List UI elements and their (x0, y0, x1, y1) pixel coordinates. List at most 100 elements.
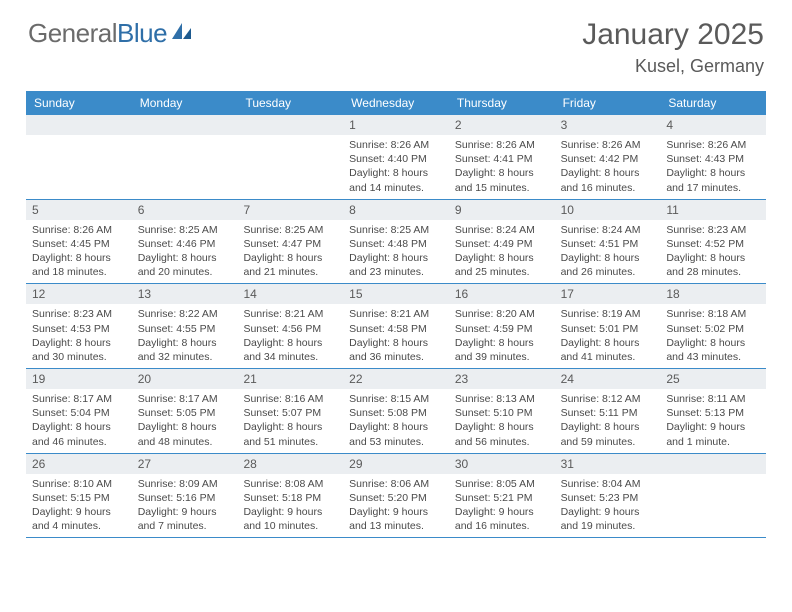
day-info: Sunrise: 8:17 AMSunset: 5:04 PMDaylight:… (26, 389, 132, 453)
sunset-line: Sunset: 5:15 PM (32, 491, 126, 505)
sunrise-line: Sunrise: 8:17 AM (32, 392, 126, 406)
day-number: 20 (132, 369, 238, 389)
calendar-week-row: 1Sunrise: 8:26 AMSunset: 4:40 PMDaylight… (26, 115, 766, 200)
sunrise-line: Sunrise: 8:12 AM (561, 392, 655, 406)
sunset-line: Sunset: 4:45 PM (32, 237, 126, 251)
sunset-line: Sunset: 4:53 PM (32, 322, 126, 336)
calendar-day-cell (237, 115, 343, 199)
calendar-week-row: 19Sunrise: 8:17 AMSunset: 5:04 PMDayligh… (26, 369, 766, 454)
daylight-line: Daylight: 8 hours and 28 minutes. (666, 251, 760, 279)
day-number: 28 (237, 454, 343, 474)
daylight-line: Daylight: 8 hours and 21 minutes. (243, 251, 337, 279)
calendar-day-cell: 26Sunrise: 8:10 AMSunset: 5:15 PMDayligh… (26, 454, 132, 538)
day-info: Sunrise: 8:24 AMSunset: 4:51 PMDaylight:… (555, 220, 661, 284)
sunset-line: Sunset: 5:04 PM (32, 406, 126, 420)
sunset-line: Sunset: 4:49 PM (455, 237, 549, 251)
day-number: 27 (132, 454, 238, 474)
day-info: Sunrise: 8:21 AMSunset: 4:58 PMDaylight:… (343, 304, 449, 368)
sunrise-line: Sunrise: 8:25 AM (138, 223, 232, 237)
calendar-day-cell (132, 115, 238, 199)
sunset-line: Sunset: 5:05 PM (138, 406, 232, 420)
day-number: 23 (449, 369, 555, 389)
day-info: Sunrise: 8:26 AMSunset: 4:43 PMDaylight:… (660, 135, 766, 199)
day-number: 17 (555, 284, 661, 304)
day-info: Sunrise: 8:23 AMSunset: 4:52 PMDaylight:… (660, 220, 766, 284)
day-info: Sunrise: 8:21 AMSunset: 4:56 PMDaylight:… (237, 304, 343, 368)
daylight-line: Daylight: 8 hours and 23 minutes. (349, 251, 443, 279)
sunrise-line: Sunrise: 8:26 AM (666, 138, 760, 152)
sunset-line: Sunset: 4:52 PM (666, 237, 760, 251)
sunrise-line: Sunrise: 8:26 AM (32, 223, 126, 237)
weekday-header-cell: Monday (132, 91, 238, 115)
sunrise-line: Sunrise: 8:24 AM (455, 223, 549, 237)
daylight-line: Daylight: 9 hours and 10 minutes. (243, 505, 337, 533)
sunset-line: Sunset: 5:21 PM (455, 491, 549, 505)
day-number: 30 (449, 454, 555, 474)
day-info: Sunrise: 8:19 AMSunset: 5:01 PMDaylight:… (555, 304, 661, 368)
calendar-day-cell: 20Sunrise: 8:17 AMSunset: 5:05 PMDayligh… (132, 369, 238, 453)
daylight-line: Daylight: 8 hours and 59 minutes. (561, 420, 655, 448)
day-number: 1 (343, 115, 449, 135)
daylight-line: Daylight: 9 hours and 4 minutes. (32, 505, 126, 533)
sunset-line: Sunset: 5:23 PM (561, 491, 655, 505)
day-number: 29 (343, 454, 449, 474)
calendar-day-cell: 11Sunrise: 8:23 AMSunset: 4:52 PMDayligh… (660, 200, 766, 284)
day-info: Sunrise: 8:26 AMSunset: 4:41 PMDaylight:… (449, 135, 555, 199)
daylight-line: Daylight: 8 hours and 16 minutes. (561, 166, 655, 194)
day-number: 2 (449, 115, 555, 135)
day-info: Sunrise: 8:18 AMSunset: 5:02 PMDaylight:… (660, 304, 766, 368)
day-number: 22 (343, 369, 449, 389)
sunset-line: Sunset: 4:43 PM (666, 152, 760, 166)
sunset-line: Sunset: 4:42 PM (561, 152, 655, 166)
day-info: Sunrise: 8:26 AMSunset: 4:40 PMDaylight:… (343, 135, 449, 199)
calendar-day-cell: 13Sunrise: 8:22 AMSunset: 4:55 PMDayligh… (132, 284, 238, 368)
day-number: 11 (660, 200, 766, 220)
calendar-day-cell: 2Sunrise: 8:26 AMSunset: 4:41 PMDaylight… (449, 115, 555, 199)
sunrise-line: Sunrise: 8:25 AM (243, 223, 337, 237)
logo: GeneralBlue (28, 18, 193, 49)
sunrise-line: Sunrise: 8:26 AM (455, 138, 549, 152)
day-info: Sunrise: 8:10 AMSunset: 5:15 PMDaylight:… (26, 474, 132, 538)
daylight-line: Daylight: 8 hours and 46 minutes. (32, 420, 126, 448)
calendar-day-cell: 3Sunrise: 8:26 AMSunset: 4:42 PMDaylight… (555, 115, 661, 199)
day-number: 10 (555, 200, 661, 220)
day-info: Sunrise: 8:09 AMSunset: 5:16 PMDaylight:… (132, 474, 238, 538)
weekday-header-cell: Saturday (660, 91, 766, 115)
daylight-line: Daylight: 9 hours and 1 minute. (666, 420, 760, 448)
sunrise-line: Sunrise: 8:19 AM (561, 307, 655, 321)
daylight-line: Daylight: 8 hours and 26 minutes. (561, 251, 655, 279)
day-info: Sunrise: 8:20 AMSunset: 4:59 PMDaylight:… (449, 304, 555, 368)
sunrise-line: Sunrise: 8:11 AM (666, 392, 760, 406)
calendar-day-cell: 1Sunrise: 8:26 AMSunset: 4:40 PMDaylight… (343, 115, 449, 199)
sunrise-line: Sunrise: 8:16 AM (243, 392, 337, 406)
sunset-line: Sunset: 4:51 PM (561, 237, 655, 251)
daylight-line: Daylight: 8 hours and 41 minutes. (561, 336, 655, 364)
calendar-day-cell: 19Sunrise: 8:17 AMSunset: 5:04 PMDayligh… (26, 369, 132, 453)
day-number: 8 (343, 200, 449, 220)
calendar-day-cell: 12Sunrise: 8:23 AMSunset: 4:53 PMDayligh… (26, 284, 132, 368)
day-info: Sunrise: 8:06 AMSunset: 5:20 PMDaylight:… (343, 474, 449, 538)
sunrise-line: Sunrise: 8:13 AM (455, 392, 549, 406)
sunrise-line: Sunrise: 8:10 AM (32, 477, 126, 491)
calendar: SundayMondayTuesdayWednesdayThursdayFrid… (26, 91, 766, 538)
sunset-line: Sunset: 5:13 PM (666, 406, 760, 420)
sunrise-line: Sunrise: 8:05 AM (455, 477, 549, 491)
sunset-line: Sunset: 5:07 PM (243, 406, 337, 420)
daylight-line: Daylight: 8 hours and 17 minutes. (666, 166, 760, 194)
day-number: 3 (555, 115, 661, 135)
daylight-line: Daylight: 8 hours and 14 minutes. (349, 166, 443, 194)
sunrise-line: Sunrise: 8:04 AM (561, 477, 655, 491)
sunrise-line: Sunrise: 8:20 AM (455, 307, 549, 321)
day-number: 7 (237, 200, 343, 220)
weekday-header-cell: Tuesday (237, 91, 343, 115)
sunrise-line: Sunrise: 8:21 AM (349, 307, 443, 321)
calendar-day-cell: 31Sunrise: 8:04 AMSunset: 5:23 PMDayligh… (555, 454, 661, 538)
sunrise-line: Sunrise: 8:21 AM (243, 307, 337, 321)
day-number: 19 (26, 369, 132, 389)
daylight-line: Daylight: 9 hours and 13 minutes. (349, 505, 443, 533)
daylight-line: Daylight: 9 hours and 7 minutes. (138, 505, 232, 533)
weekday-header-cell: Thursday (449, 91, 555, 115)
sunrise-line: Sunrise: 8:26 AM (349, 138, 443, 152)
sunset-line: Sunset: 5:18 PM (243, 491, 337, 505)
calendar-day-cell: 22Sunrise: 8:15 AMSunset: 5:08 PMDayligh… (343, 369, 449, 453)
